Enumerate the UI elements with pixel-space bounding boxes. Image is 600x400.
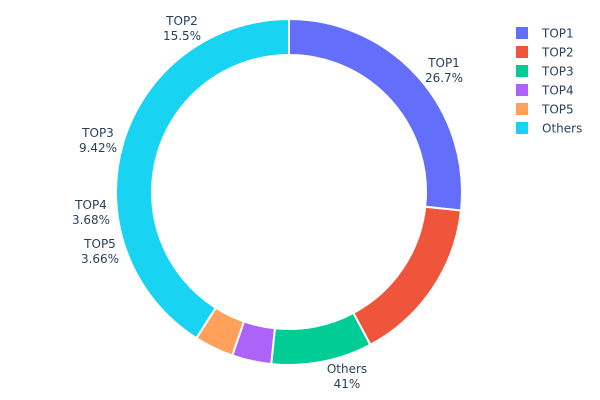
slice-label-percent: 41%: [334, 377, 361, 391]
legend-swatch: [516, 27, 528, 39]
slice-label-name: Others: [327, 362, 367, 376]
donut-slices: [115, 17, 463, 366]
slice-label-top1: TOP1 26.7%: [425, 56, 463, 85]
donut-slice-top2[interactable]: [352, 205, 463, 347]
slice-labels: TOP1 26.7% TOP2 15.5% TOP3 9.42% TOP4 3.68% TOP5…: [72, 14, 463, 391]
legend-item-others[interactable]: Others: [516, 122, 582, 136]
legend-item-top3[interactable]: TOP3: [516, 65, 574, 79]
slice-label-percent: 15.5%: [163, 29, 201, 43]
slice-label-name: TOP3: [81, 126, 114, 140]
legend-item-top1[interactable]: TOP1: [516, 27, 574, 41]
legend-item-top2[interactable]: TOP2: [516, 46, 574, 60]
slice-label-top4: TOP4 3.68%: [72, 198, 110, 227]
legend: TOP1 TOP2 TOP3 TOP4 TOP5 Others: [516, 27, 582, 136]
slice-label-name: TOP1: [427, 56, 460, 70]
legend-swatch: [516, 84, 528, 96]
donut-slice-others[interactable]: [115, 17, 290, 340]
legend-label: TOP5: [541, 103, 574, 117]
slice-label-others: Others 41%: [327, 362, 367, 391]
slice-label-name: TOP2: [165, 14, 198, 28]
legend-swatch: [516, 103, 528, 115]
slice-label-name: TOP5: [83, 237, 116, 251]
legend-label: TOP3: [541, 65, 574, 79]
slice-label-top3: TOP3 9.42%: [79, 126, 117, 155]
donut-slice-top1[interactable]: [288, 17, 463, 212]
legend-label: TOP1: [541, 27, 574, 41]
legend-swatch: [516, 122, 528, 134]
legend-label: TOP2: [541, 46, 574, 60]
slice-label-percent: 26.7%: [425, 71, 463, 85]
legend-label: Others: [542, 122, 582, 136]
slice-label-top5: TOP5 3.66%: [81, 237, 119, 266]
legend-label: TOP4: [541, 84, 574, 98]
legend-item-top4[interactable]: TOP4: [516, 84, 574, 98]
legend-item-top5[interactable]: TOP5: [516, 103, 574, 117]
slice-label-percent: 3.66%: [81, 252, 119, 266]
legend-swatch: [516, 46, 528, 58]
slice-label-percent: 9.42%: [79, 141, 117, 155]
donut-slice-top3[interactable]: [270, 311, 372, 366]
slice-label-top2: TOP2 15.5%: [163, 14, 201, 43]
slice-label-name: TOP4: [74, 198, 107, 212]
slice-label-percent: 3.68%: [72, 213, 110, 227]
legend-swatch: [516, 65, 528, 77]
